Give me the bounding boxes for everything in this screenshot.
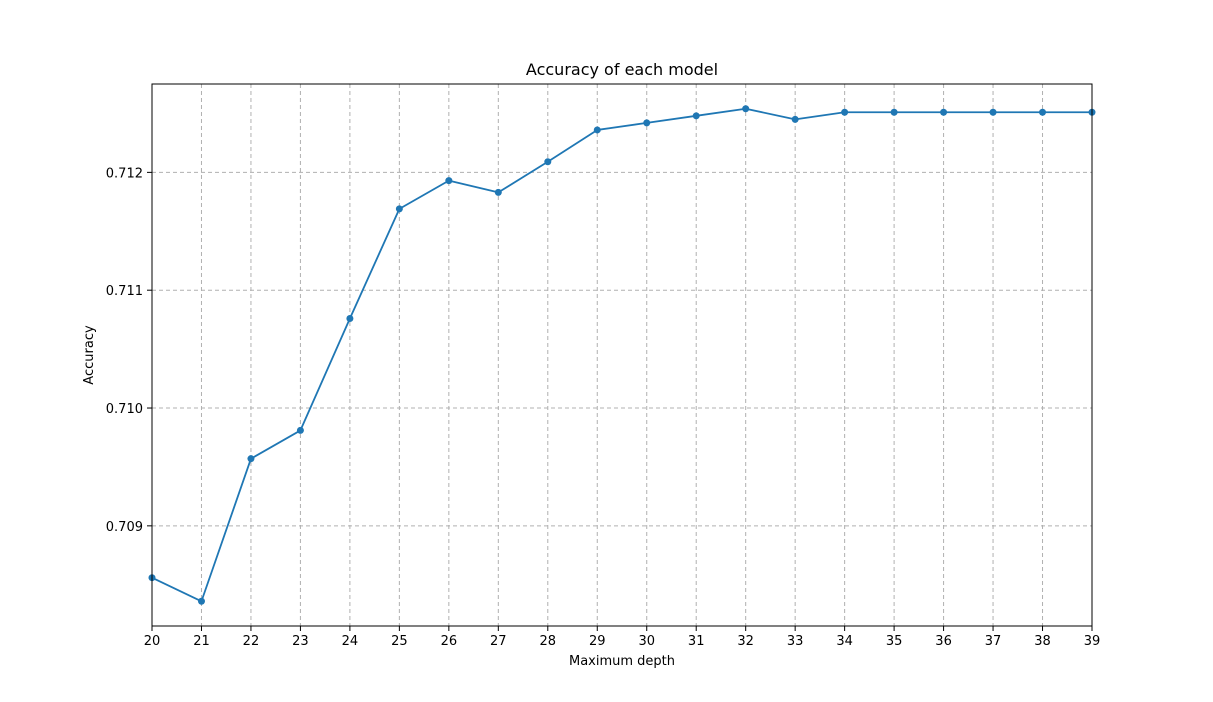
data-point [692,112,700,120]
x-axis-label: Maximum depth [569,654,675,669]
series-layer [148,105,1096,605]
x-tick-label: 34 [836,634,853,649]
data-point [841,108,849,116]
x-tick-label: 28 [540,634,557,649]
data-point [593,126,601,134]
x-tick-label: 31 [688,634,705,649]
x-tick-label: 24 [342,634,359,649]
x-tick-label: 25 [391,634,408,649]
x-tick-label: 36 [935,634,952,649]
data-point [296,426,304,434]
x-tick-label: 38 [1034,634,1051,649]
data-point [395,205,403,213]
x-tick-label: 33 [787,634,804,649]
x-tick-label: 37 [985,634,1002,649]
data-point [791,115,799,123]
x-tick-label: 23 [292,634,309,649]
y-tick-label: 0.710 [106,402,143,417]
y-axis-label: Accuracy [82,325,97,385]
data-point [940,108,948,116]
series-line [151,107,1092,603]
x-tick-label: 35 [886,634,903,649]
x-tick-label: 32 [737,634,754,649]
data-point [197,597,205,605]
data-point [494,188,502,196]
data-point [742,105,750,113]
y-tick-label: 0.712 [106,166,143,181]
x-tick-label: 22 [243,634,260,649]
ticks-layer: 20 21 22 23 24 25 26 27 28 29 30 31 32 33 34 35 36 37 38 39… [106,166,1100,649]
y-tick-label: 0.709 [106,520,143,535]
x-tick-label: 30 [638,634,655,649]
data-point [1039,108,1047,116]
x-tick-label: 20 [144,634,161,649]
data-point [247,455,255,463]
x-tick-label: 27 [490,634,507,649]
data-point [643,119,651,127]
grid-layer [151,84,1093,626]
y-tick-label: 0.711 [106,284,143,299]
data-point [890,108,898,116]
chart-title: Accuracy of each model [526,60,718,79]
data-point [346,314,354,322]
plot-frame [151,83,1093,627]
x-tick-label: 21 [193,634,210,649]
data-point [445,177,453,185]
data-point [544,158,552,166]
x-tick-label: 29 [589,634,606,649]
x-tick-label: 26 [441,634,458,649]
data-point [989,108,997,116]
x-tick-label: 39 [1084,634,1101,649]
